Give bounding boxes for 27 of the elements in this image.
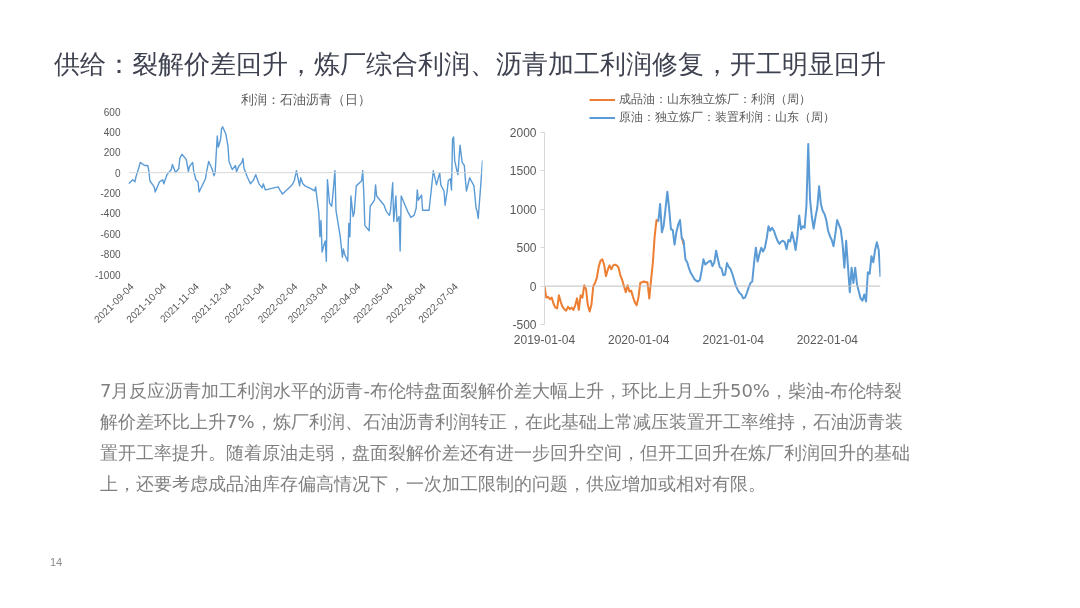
y-tick-label: 2000 <box>509 126 537 140</box>
chart-title: 利润：石油沥青（日） <box>240 91 371 107</box>
y-tick-label: 0 <box>114 167 121 179</box>
x-tick-label: 2022-01-04 <box>796 332 859 347</box>
y-tick-label: -600 <box>100 228 121 240</box>
y-tick-label: -400 <box>100 208 121 220</box>
line-series <box>128 126 483 262</box>
y-tick-label: 0 <box>529 279 537 294</box>
y-tick-label: -200 <box>100 188 121 199</box>
y-tick-label: 200 <box>103 147 121 159</box>
y-tick-label: 600 <box>103 106 121 118</box>
y-tick-label: 400 <box>103 126 121 138</box>
x-tick-label: 2019-01-04 <box>513 332 576 347</box>
x-tick-label: 2020-01-04 <box>608 332 670 347</box>
text: 7月反应沥青加工利润水平的沥青-布伦特盘面裂解价差大幅上升，环比上月上升50%，柴油-布伦特裂解价差环比上升7%，炼厂利润、石油沥青利润转正，在此基础上常减压装置开工率维持，石油沥青装置开工率提升。随着原油走弱，盘面裂解价差还有进一步回升空间，但开工回升在炼厂利润回升的基础上，还要考虑成品油库存偏高情况下，一次加工限制的问题，供应增加或相对有限。 <box>100 379 911 496</box>
y-tick-label: -500 <box>512 318 537 332</box>
text: 14 <box>50 555 63 570</box>
legend-label: 原油：独立炼厂：装置利润：山东（周） <box>619 108 835 126</box>
y-tick-label: -1000 <box>94 269 121 281</box>
text: 供给：裂解价差回升，炼厂综合利润、沥青加工利润修复，开工明显回升 <box>54 48 886 81</box>
legend-label: 成品油：山东独立炼厂：利润（周） <box>619 91 811 108</box>
y-tick-label: 1000 <box>509 202 537 217</box>
y-tick-label: 1500 <box>509 164 537 179</box>
x-tick-label: 2021-01-04 <box>702 332 765 347</box>
y-tick-label: -800 <box>100 249 121 261</box>
y-tick-label: 500 <box>516 241 537 256</box>
line-series <box>657 143 881 303</box>
